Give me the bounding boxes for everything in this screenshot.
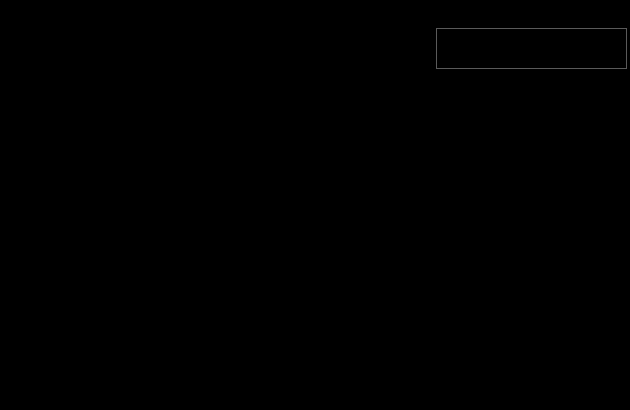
legend [436,28,627,69]
